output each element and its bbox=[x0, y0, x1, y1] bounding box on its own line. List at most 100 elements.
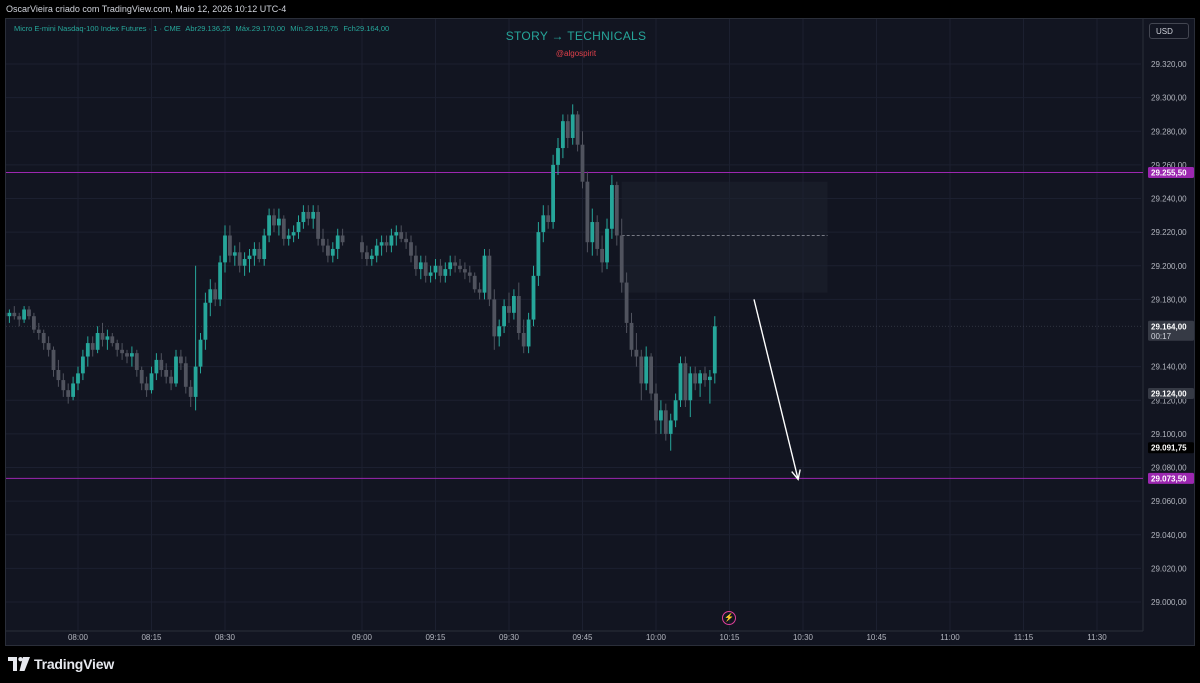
candle-body bbox=[316, 211, 320, 239]
x-tick-label: 10:30 bbox=[793, 633, 814, 642]
candle-body bbox=[85, 343, 90, 357]
candle-body bbox=[115, 343, 120, 350]
candle-body bbox=[218, 262, 222, 300]
candle-body bbox=[105, 336, 110, 340]
price-tag-bg bbox=[1148, 442, 1194, 454]
candle-body bbox=[453, 262, 457, 266]
candle-body bbox=[281, 218, 286, 239]
candle-body bbox=[125, 353, 129, 357]
y-tick-label: 29.220,00 bbox=[1151, 228, 1187, 237]
candle-body bbox=[521, 333, 526, 347]
candle-body bbox=[306, 211, 311, 219]
level-price-tag: 29.073,50 bbox=[1151, 474, 1187, 483]
candle-body bbox=[379, 242, 384, 246]
candle-body bbox=[467, 272, 472, 276]
candle-body bbox=[154, 359, 159, 374]
lightning-icon[interactable]: ⚡ bbox=[722, 611, 736, 625]
chart-frame[interactable]: 29.320,00 29.300,00 29.280,00 29.260,00 29.2… bbox=[5, 18, 1195, 646]
candle-body bbox=[448, 262, 453, 270]
candle-body bbox=[183, 363, 188, 387]
candle-body bbox=[502, 306, 506, 327]
candle-body bbox=[526, 319, 531, 347]
currency-button[interactable]: USD bbox=[1149, 23, 1189, 39]
candle-body bbox=[516, 296, 521, 333]
candle-body bbox=[369, 255, 374, 260]
candle-body bbox=[203, 302, 208, 340]
y-tick-label: 29.300,00 bbox=[1151, 94, 1187, 103]
candle-body bbox=[326, 245, 330, 256]
candle-body bbox=[575, 114, 580, 145]
candle-body bbox=[277, 218, 281, 226]
level-price-tag-bg bbox=[1148, 166, 1194, 178]
y-tick-label: 29.060,00 bbox=[1151, 497, 1187, 506]
y-tick-label: 29.260,00 bbox=[1151, 161, 1187, 170]
candle-body bbox=[291, 232, 296, 236]
candle-body bbox=[179, 356, 183, 364]
attribution-text: OscarVieira criado com TradingView.com, … bbox=[6, 4, 287, 14]
candle-body bbox=[712, 326, 717, 374]
candle-body bbox=[12, 312, 17, 317]
candle-body bbox=[22, 309, 26, 320]
candle-body bbox=[247, 255, 252, 260]
x-tick-label: 11:15 bbox=[1014, 633, 1034, 642]
candle-body bbox=[551, 164, 555, 223]
candle-body bbox=[81, 356, 85, 374]
x-tick-label: 08:15 bbox=[141, 633, 162, 642]
candle-body bbox=[507, 306, 511, 313]
candle-body bbox=[237, 252, 242, 266]
candle-body bbox=[110, 336, 115, 344]
candle-body bbox=[482, 255, 487, 293]
candle-body bbox=[492, 299, 497, 337]
candle-body bbox=[590, 222, 595, 243]
legend-symbol: Micro E-mini Nasdaq-100 Index Futures · … bbox=[14, 24, 181, 33]
y-tick-label: 29.100,00 bbox=[1151, 430, 1187, 439]
candle-body bbox=[76, 373, 80, 384]
candle-body bbox=[644, 356, 649, 384]
shaded-zone bbox=[621, 181, 828, 293]
candle-body bbox=[389, 235, 394, 246]
candle-body bbox=[198, 339, 203, 367]
legend-low: Mín.29.129,75 bbox=[290, 24, 339, 33]
candle-body bbox=[139, 369, 144, 384]
x-tick-label: 08:30 bbox=[215, 633, 236, 642]
tradingview-logo-icon bbox=[8, 657, 30, 671]
candle-body bbox=[169, 376, 173, 384]
y-tick-label: 29.140,00 bbox=[1151, 363, 1187, 372]
candle-body bbox=[321, 238, 325, 246]
y-tick-label: 29.040,00 bbox=[1151, 531, 1187, 540]
candle-body bbox=[242, 259, 247, 266]
candle-body bbox=[428, 272, 433, 276]
candle-body bbox=[228, 235, 232, 256]
price-tag: 29.091,75 bbox=[1151, 444, 1187, 453]
candle-body bbox=[433, 265, 438, 273]
candle-body bbox=[693, 373, 698, 384]
candle-body bbox=[688, 373, 693, 401]
candle-body bbox=[374, 245, 379, 256]
tradingview-logo[interactable]: TradingView bbox=[8, 656, 114, 672]
candle-body bbox=[683, 363, 688, 401]
candlestick-chart[interactable]: 29.320,0029.300,0029.280,0029.260,0029.2… bbox=[6, 19, 1194, 645]
price-tag-bg bbox=[1148, 388, 1194, 400]
x-tick-label: 09:30 bbox=[499, 633, 520, 642]
candle-body bbox=[698, 373, 702, 384]
candle-body bbox=[71, 383, 75, 397]
candle-body bbox=[409, 242, 413, 256]
candle-body bbox=[399, 232, 404, 239]
candle-body bbox=[286, 235, 291, 239]
candle-body bbox=[208, 289, 213, 303]
candle-body bbox=[56, 369, 61, 381]
attribution-bar: OscarVieira criado com TradingView.com, … bbox=[0, 0, 1200, 18]
candle-body bbox=[51, 349, 56, 370]
candle-body bbox=[654, 393, 658, 421]
candle-body bbox=[418, 262, 423, 270]
candle-body bbox=[301, 211, 306, 223]
candle-body bbox=[100, 333, 105, 340]
y-tick-label: 29.000,00 bbox=[1151, 598, 1187, 607]
candle-body bbox=[340, 235, 345, 243]
x-tick-label: 10:00 bbox=[646, 633, 667, 642]
candle-body bbox=[36, 329, 41, 333]
x-tick-label: 11:00 bbox=[940, 633, 960, 642]
y-tick-label: 29.020,00 bbox=[1151, 564, 1187, 573]
candle-body bbox=[556, 148, 560, 165]
candle-body bbox=[458, 265, 462, 270]
